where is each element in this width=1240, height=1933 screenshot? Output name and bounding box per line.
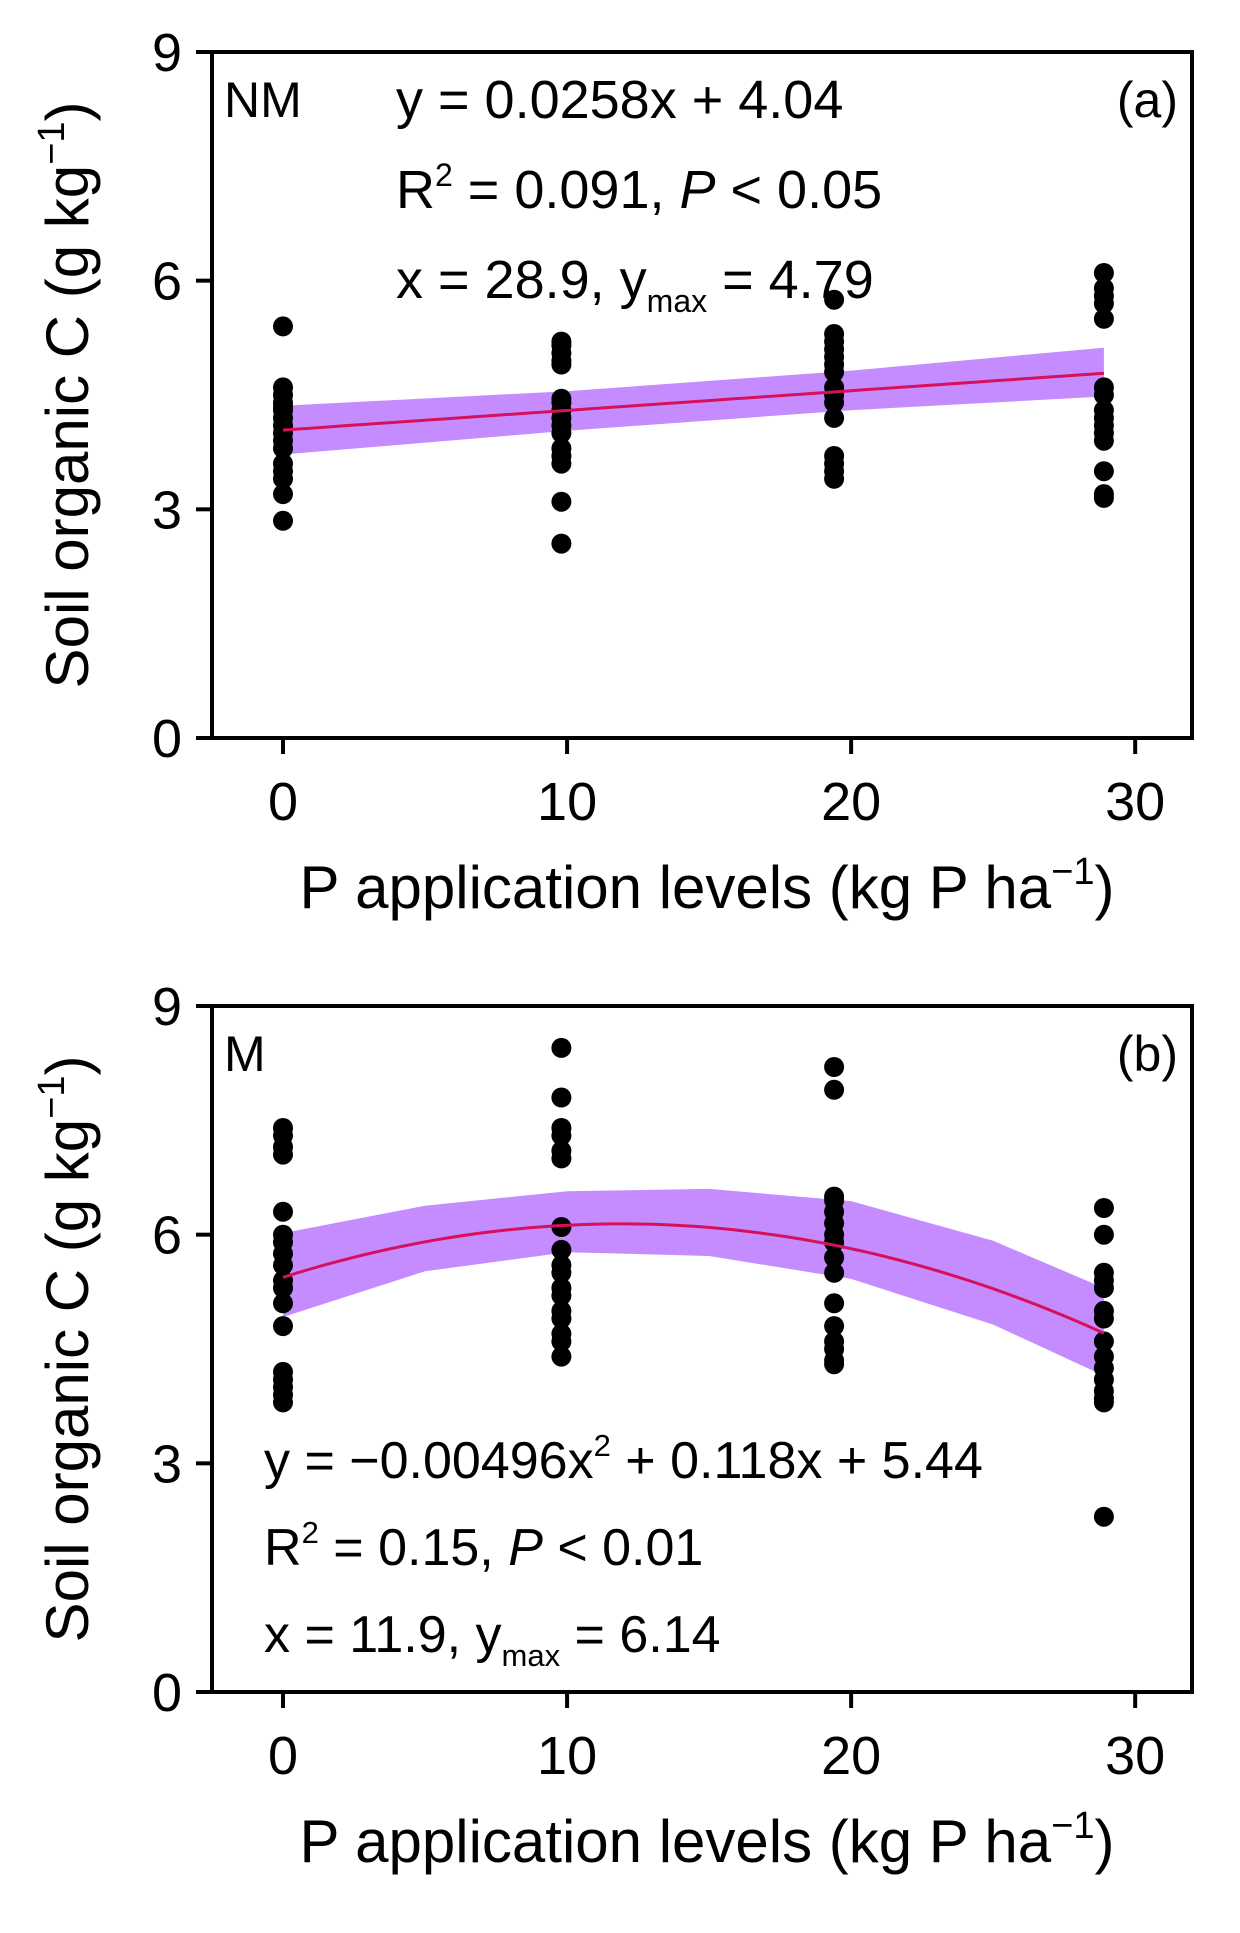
y-tick-label: 3 [152, 1434, 182, 1494]
plot-frame [210, 50, 1194, 740]
x-tick-label: 30 [1105, 1726, 1165, 1786]
data-point [1093, 1198, 1114, 1218]
data-point [1093, 308, 1114, 329]
data-point [273, 1278, 293, 1298]
y-tick-label: 9 [152, 23, 182, 83]
panel-label: (b) [1117, 1026, 1178, 1082]
data-point [273, 438, 293, 459]
data-point [1093, 1331, 1114, 1352]
data-point [824, 1079, 845, 1100]
data-point [551, 453, 572, 474]
data-point [824, 1262, 845, 1283]
panel-a: 0 3 6 9 0 10 20 30 P application levels (kg P ha… [31, 23, 1194, 921]
data-point [1093, 1278, 1114, 1298]
data-point [551, 354, 572, 375]
data-point [551, 1239, 572, 1260]
fit-line [282, 371, 1105, 432]
panel-label: (a) [1117, 72, 1178, 128]
data-point [824, 362, 845, 383]
data-point [273, 468, 293, 489]
data-point [551, 1331, 572, 1352]
data-point [1093, 415, 1114, 436]
data-point [551, 1087, 572, 1108]
data-point [273, 484, 293, 505]
data-point [824, 289, 845, 310]
data-point [1093, 461, 1114, 482]
data-point [551, 1037, 572, 1058]
data-point [551, 491, 572, 512]
data-point [824, 407, 845, 428]
equation-line: x = 28.9, ymax​ = 4.79 [396, 250, 874, 319]
data-point [273, 1293, 293, 1314]
data-point [824, 1247, 845, 1268]
group-label: NM [224, 72, 302, 128]
group-label: M [224, 1026, 266, 1082]
plot-frame [210, 1004, 1194, 1694]
x-tick-label: 10 [537, 772, 597, 832]
data-point [824, 392, 845, 413]
x-tick-label: 30 [1105, 772, 1165, 832]
panel-b: 0 3 6 9 0 10 20 30 P application levels (kg P ha… [31, 977, 1194, 1875]
data-point [1093, 1308, 1114, 1329]
equation-line: R2​ = 0.091, P < 0.05 [396, 157, 882, 220]
equation-line: R2​ = 0.15, P < 0.01 [264, 1515, 703, 1577]
data-point [1093, 1506, 1114, 1527]
data-point [551, 1148, 572, 1169]
data-point [824, 468, 845, 489]
y-tick-label: 6 [152, 1206, 182, 1266]
x-axis-title: P application levels (kg P ha−1) [300, 1805, 1115, 1875]
data-point [273, 316, 293, 337]
x-tick-label: 20 [821, 1726, 881, 1786]
data-point [551, 1278, 572, 1298]
data-point [1093, 430, 1114, 451]
equation-line: y = 0.0258x + 4.04 [396, 70, 843, 130]
data-point [551, 1346, 572, 1367]
y-tick-label: 0 [152, 1663, 182, 1723]
data-point [1093, 293, 1114, 314]
x-tick-label: 10 [537, 1726, 597, 1786]
y-tick-label: 6 [152, 252, 182, 312]
confidence-band [283, 1188, 1104, 1376]
data-point [824, 1293, 845, 1314]
data-point [1093, 263, 1114, 283]
data-point [551, 1125, 572, 1146]
data-point [551, 423, 572, 444]
data-point [1093, 1224, 1114, 1245]
data-point [273, 1224, 293, 1245]
x-axis-title: P application levels (kg P ha−1) [300, 851, 1115, 921]
data-point [551, 533, 572, 554]
data-point [1093, 487, 1114, 508]
fit-line [282, 1222, 1105, 1335]
data-point [551, 388, 572, 409]
y-tick-label: 9 [152, 977, 182, 1037]
y-axis-title: Soil organic C (g kg−1) [31, 102, 101, 689]
equation-line: x = 11.9, ymax​ = 6.14 [264, 1606, 721, 1673]
data-point [273, 396, 293, 417]
data-point [273, 1144, 293, 1165]
data-point [273, 510, 293, 531]
data-point [273, 1201, 293, 1222]
data-points [273, 1037, 1114, 1527]
equation-line: y = −0.00496x2​ + 0.118x + 5.44 [264, 1428, 983, 1490]
data-point [551, 1262, 572, 1283]
x-tick-label: 20 [821, 772, 881, 832]
y-tick-label: 3 [152, 480, 182, 540]
data-point [551, 1308, 572, 1329]
data-point [824, 1316, 845, 1337]
x-tick-label: 0 [268, 772, 298, 832]
data-point [1093, 1392, 1114, 1413]
data-point [273, 1255, 293, 1276]
data-point [273, 1392, 293, 1413]
data-point [273, 1316, 293, 1337]
data-point [1093, 385, 1114, 405]
y-tick-label: 0 [152, 709, 182, 769]
y-axis-title: Soil organic C (g kg−1) [31, 1056, 101, 1643]
data-point [824, 1354, 845, 1375]
x-tick-label: 0 [268, 1726, 298, 1786]
data-point [824, 1057, 845, 1077]
